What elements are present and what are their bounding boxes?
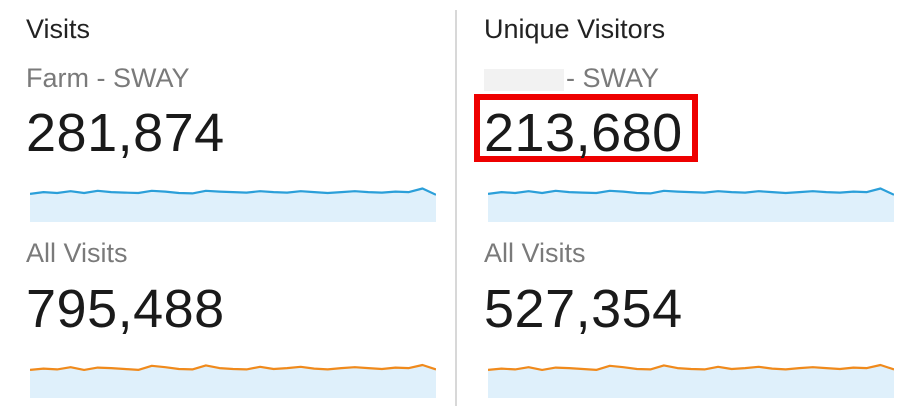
- panel-divider: [455, 10, 457, 406]
- highlight-box: [474, 94, 698, 162]
- sparkline-area: [30, 188, 436, 222]
- sparkline-area: [488, 188, 894, 222]
- unique-visitors-all-sparkline: [488, 363, 894, 398]
- visits-all-value: 795,488: [26, 279, 225, 339]
- visits-title: Visits: [26, 14, 91, 44]
- sparkline-area: [488, 365, 894, 398]
- visits-farm-sway-value: 281,874: [26, 103, 225, 163]
- visits-farm-sway-sparkline: [30, 187, 436, 222]
- sparkline-line: [30, 363, 436, 371]
- segment-label-sway: - SWAY: [484, 63, 659, 94]
- unique-visitors-sway-value: 213,680: [484, 103, 683, 163]
- segment-label-sway-text: - SWAY: [566, 63, 659, 93]
- segment-label-all-visits: All Visits: [26, 238, 128, 268]
- visits-all-sparkline: [30, 363, 436, 398]
- unique-visitors-title: Unique Visitors: [484, 14, 666, 44]
- segment-label-farm-sway: Farm - SWAY: [26, 63, 190, 93]
- unique-visitors-panel: Unique Visitors - SWAY 213,680 All Visit…: [458, 0, 915, 414]
- sparkline-line: [488, 187, 894, 196]
- segment-label-all-visits-right: All Visits: [484, 238, 586, 268]
- unique-visitors-all-value: 527,354: [484, 279, 683, 339]
- unique-visitors-sway-sparkline: [488, 187, 894, 222]
- sparkline-line: [488, 363, 894, 371]
- visits-panel: Visits Farm - SWAY 281,874 All Visits 79…: [0, 0, 455, 414]
- sparkline-area: [30, 365, 436, 398]
- sparkline-line: [30, 187, 436, 196]
- redacted-segment-name: [484, 68, 564, 91]
